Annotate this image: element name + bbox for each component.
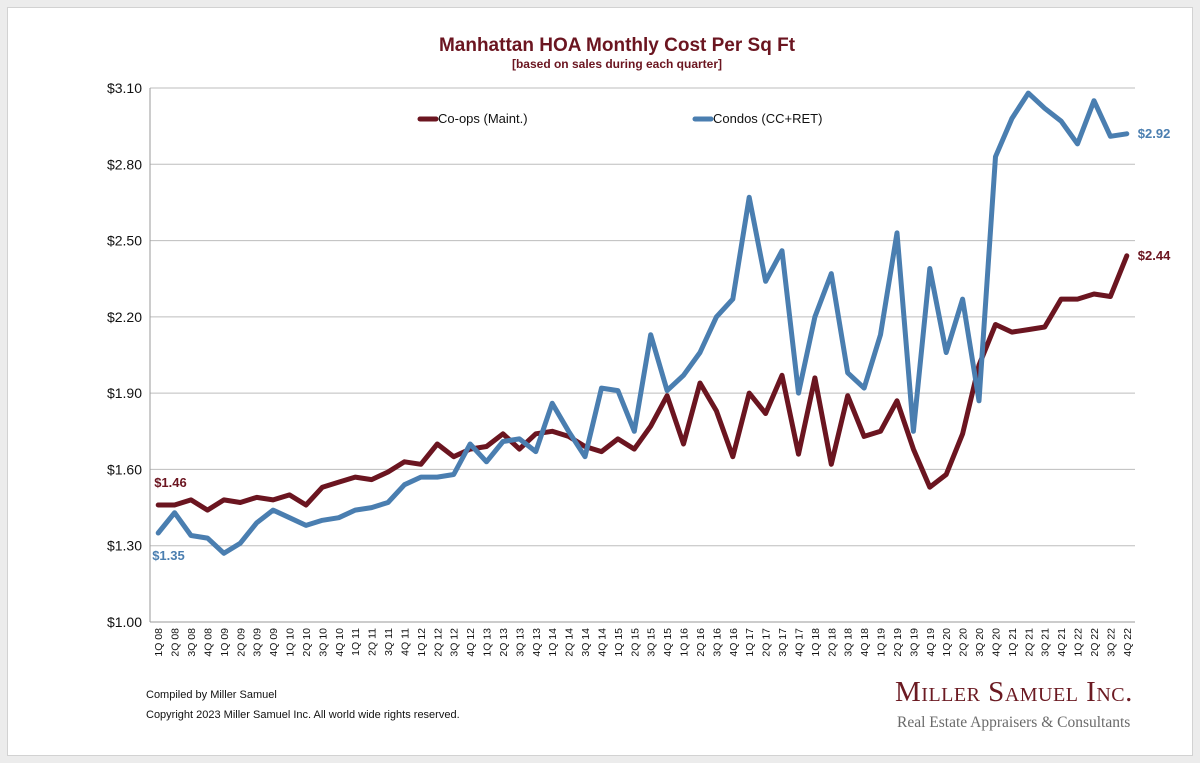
x-tick-label: 1Q 18 <box>810 628 822 657</box>
x-tick-label: 3Q 19 <box>908 628 920 657</box>
x-tick-label: 2Q 13 <box>498 628 510 657</box>
series-line-condos <box>155 90 1130 556</box>
x-tick-label: 2Q 15 <box>629 628 641 657</box>
x-tick-label: 2Q 09 <box>235 628 247 657</box>
condos-start-label: $1.35 <box>152 548 185 563</box>
y-tick-label: $1.60 <box>107 461 142 477</box>
x-tick-label: 4Q 18 <box>859 628 871 657</box>
y-tick-label: $2.50 <box>107 233 142 249</box>
x-tick-label: 1Q 19 <box>876 628 888 657</box>
x-tick-label: 2Q 10 <box>301 628 313 657</box>
y-tick-label: $2.80 <box>107 156 142 172</box>
y-tick-label: $1.90 <box>107 385 142 401</box>
x-tick-label: 2Q 20 <box>958 628 970 657</box>
x-tick-label: 2Q 16 <box>695 628 707 657</box>
legend-label: Condos (CC+RET) <box>713 111 822 126</box>
chart-title: Manhattan HOA Monthly Cost Per Sq Ft <box>439 35 796 56</box>
x-tick-label: 1Q 21 <box>1007 628 1019 657</box>
x-tick-label: 4Q 19 <box>925 628 937 657</box>
x-tick-label: 1Q 14 <box>547 628 559 657</box>
x-tick-label: 2Q 14 <box>564 628 576 657</box>
x-tick-label: 4Q 20 <box>990 628 1002 657</box>
legend: Co-ops (Maint.) Condos (CC+RET) <box>417 111 822 126</box>
y-tick-label: $1.00 <box>107 614 142 630</box>
x-tick-label: 1Q 17 <box>744 628 756 657</box>
x-tick-label: 3Q 08 <box>186 628 198 657</box>
x-tick-label: 3Q 11 <box>383 628 395 656</box>
x-axis: 1Q 08 2Q 08 3Q 08 4Q 08 1Q 09 2Q 09 3Q 09 4Q 09… <box>153 628 1134 657</box>
coops-end-label: $2.44 <box>1138 248 1171 263</box>
series-line-coops <box>155 253 1130 513</box>
x-tick-label: 3Q 17 <box>777 628 789 657</box>
x-tick-label: 4Q 12 <box>465 628 477 657</box>
chart-subtitle: [based on sales during each quarter] <box>512 57 722 71</box>
x-tick-label: 4Q 22 <box>1122 628 1134 657</box>
x-tick-label: 4Q 10 <box>334 628 346 657</box>
x-tick-label: 2Q 22 <box>1089 628 1101 657</box>
condos-end-label: $2.92 <box>1138 126 1171 141</box>
x-tick-label: 4Q 16 <box>728 628 740 657</box>
x-tick-label: 3Q 16 <box>711 628 723 657</box>
compiled-by-note: Compiled by Miller Samuel <box>146 689 277 701</box>
x-tick-label: 1Q 22 <box>1073 628 1085 657</box>
x-tick-label: 2Q 19 <box>892 628 904 657</box>
x-tick-label: 3Q 14 <box>580 628 592 657</box>
x-tick-label: 1Q 12 <box>416 628 428 657</box>
x-tick-label: 4Q 09 <box>268 628 280 657</box>
x-tick-label: 3Q 15 <box>646 628 658 657</box>
x-tick-label: 1Q 10 <box>285 628 297 657</box>
x-tick-label: 3Q 09 <box>252 628 264 657</box>
legend-label: Co-ops (Maint.) <box>438 111 528 126</box>
x-tick-label: 3Q 21 <box>1040 628 1052 657</box>
x-tick-label: 4Q 13 <box>531 628 543 657</box>
x-tick-label: 1Q 16 <box>679 628 691 657</box>
x-tick-label: 4Q 14 <box>596 628 608 657</box>
data-labels: $1.46 $1.35 $2.44 $2.92 <box>152 126 1171 563</box>
x-tick-label: 3Q 13 <box>514 628 526 657</box>
x-tick-label: 1Q 13 <box>482 628 494 657</box>
x-tick-label: 2Q 17 <box>761 628 773 657</box>
x-tick-label: 4Q 17 <box>793 628 805 657</box>
brand-logo-tagline: Real Estate Appraisers & Consultants <box>897 714 1131 731</box>
y-tick-label: $2.20 <box>107 309 142 325</box>
x-tick-label: 3Q 20 <box>974 628 986 657</box>
x-tick-label: 2Q 08 <box>170 628 182 657</box>
x-tick-label: 3Q 12 <box>449 628 461 657</box>
chart-frame <box>7 7 1193 756</box>
grid-lines <box>150 87 1135 623</box>
x-tick-label: 1Q 11 <box>350 628 362 656</box>
y-tick-label: $3.10 <box>107 80 142 96</box>
x-tick-label: 2Q 21 <box>1023 628 1035 657</box>
coops-start-label: $1.46 <box>154 475 187 490</box>
y-tick-label: $1.30 <box>107 538 142 554</box>
brand-logo-name: Miller Samuel Inc. <box>895 676 1133 708</box>
x-tick-label: 4Q 08 <box>202 628 214 657</box>
copyright-note: Copyright 2023 Miller Samuel Inc. All wo… <box>146 709 460 721</box>
x-tick-label: 1Q 15 <box>613 628 625 657</box>
y-axis: $1.00 $1.30 $1.60 $1.90 $2.20 $2.50 $2.80 $3.10 <box>107 80 151 630</box>
x-tick-label: 3Q 22 <box>1105 628 1117 657</box>
x-tick-label: 2Q 12 <box>432 628 444 657</box>
x-tick-label: 2Q 18 <box>826 628 838 657</box>
x-tick-label: 4Q 15 <box>662 628 674 657</box>
x-tick-label: 2Q 11 <box>367 628 379 656</box>
x-tick-label: 3Q 18 <box>843 628 855 657</box>
x-tick-label: 4Q 21 <box>1056 628 1068 657</box>
x-tick-label: 3Q 10 <box>317 628 329 657</box>
x-tick-label: 1Q 09 <box>219 628 231 657</box>
x-tick-label: 1Q 20 <box>941 628 953 657</box>
x-tick-label: 4Q 11 <box>399 628 411 656</box>
series-lines <box>155 90 1130 556</box>
x-tick-label: 1Q 08 <box>153 628 165 657</box>
